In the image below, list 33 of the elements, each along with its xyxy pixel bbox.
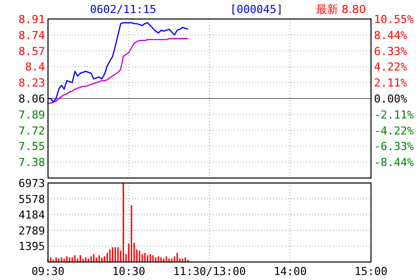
- y-tick-label: 8.74: [18, 28, 46, 42]
- y-tick-label: 7.72: [18, 124, 45, 138]
- y-tick-label: 8.57: [18, 44, 45, 58]
- y-tick-label: 4184: [18, 208, 46, 222]
- x-tick-label: 11:30/13:00: [173, 265, 246, 278]
- y-tick-label: 6973: [18, 177, 45, 190]
- y2-tick-label: -8.44%: [374, 156, 414, 170]
- y-tick-label: 7.89: [18, 108, 45, 122]
- text: 最新 8.80: [316, 3, 366, 16]
- y2-tick-label: -4.22%: [374, 124, 414, 138]
- x-tick-label: 15:00: [354, 265, 388, 278]
- y-tick-label: 1395: [18, 240, 45, 254]
- x-tick-label: 09:30: [31, 265, 65, 278]
- y2-tick-label: -2.11%: [374, 108, 414, 122]
- y-tick-label: 7.38: [18, 156, 45, 170]
- y2-tick-label: 4.22%: [374, 60, 408, 74]
- y-tick-label: 8.91: [18, 13, 45, 26]
- y-tick-label: 2789: [18, 224, 45, 238]
- y-tick-label: 5578: [18, 192, 45, 206]
- y2-tick-label: 0.00%: [374, 92, 408, 106]
- chart-subtitle: [000045]: [230, 3, 283, 16]
- y2-tick-label: 6.33%: [374, 44, 408, 58]
- chart-title: 0602/11:15: [90, 3, 156, 16]
- y2-tick-label: 8.44%: [374, 28, 408, 42]
- y2-tick-label: 2.11%: [374, 76, 408, 90]
- y-tick-label: 8.23: [18, 76, 45, 90]
- y-tick-label: 8.06: [18, 92, 45, 106]
- y-tick-label: 8.4: [25, 60, 46, 74]
- y2-tick-label: 10.55%: [374, 13, 414, 26]
- y2-tick-label: -6.33%: [374, 140, 414, 154]
- y-tick-label: 7.55: [18, 140, 45, 154]
- x-tick-label: 14:00: [274, 265, 307, 278]
- x-tick-label: 10:30: [112, 265, 146, 278]
